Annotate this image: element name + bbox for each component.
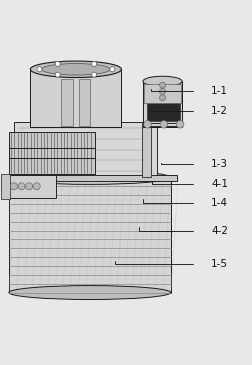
Polygon shape <box>1 174 10 199</box>
Text: 1-3: 1-3 <box>210 159 227 169</box>
Text: 1-5: 1-5 <box>210 259 227 269</box>
Ellipse shape <box>142 76 181 87</box>
Circle shape <box>33 183 40 190</box>
Circle shape <box>91 72 96 77</box>
Polygon shape <box>79 79 90 126</box>
Text: 4-2: 4-2 <box>210 226 227 235</box>
Circle shape <box>143 120 151 128</box>
Circle shape <box>18 183 25 190</box>
Polygon shape <box>146 103 179 120</box>
Circle shape <box>55 61 60 66</box>
Circle shape <box>109 67 114 72</box>
Text: 4-1: 4-1 <box>210 179 227 189</box>
Polygon shape <box>142 123 181 126</box>
Polygon shape <box>9 177 170 293</box>
Polygon shape <box>14 176 176 181</box>
Polygon shape <box>144 84 180 103</box>
Polygon shape <box>141 122 150 177</box>
Circle shape <box>10 183 17 190</box>
Circle shape <box>55 72 60 77</box>
Text: 1-2: 1-2 <box>210 106 227 116</box>
Circle shape <box>37 67 42 72</box>
Ellipse shape <box>9 285 170 300</box>
Circle shape <box>159 88 165 95</box>
Circle shape <box>159 95 165 101</box>
Circle shape <box>159 82 165 88</box>
Polygon shape <box>30 69 121 127</box>
Polygon shape <box>14 122 156 177</box>
Polygon shape <box>142 81 181 127</box>
Circle shape <box>160 120 167 128</box>
Polygon shape <box>9 132 94 174</box>
Polygon shape <box>8 175 55 198</box>
Ellipse shape <box>9 170 170 184</box>
Text: 1-4: 1-4 <box>210 198 227 208</box>
Circle shape <box>25 183 33 190</box>
Ellipse shape <box>30 61 121 77</box>
Circle shape <box>91 61 96 66</box>
Circle shape <box>176 120 183 128</box>
Text: 1-1: 1-1 <box>210 86 227 96</box>
Polygon shape <box>61 79 72 126</box>
Ellipse shape <box>42 64 110 75</box>
